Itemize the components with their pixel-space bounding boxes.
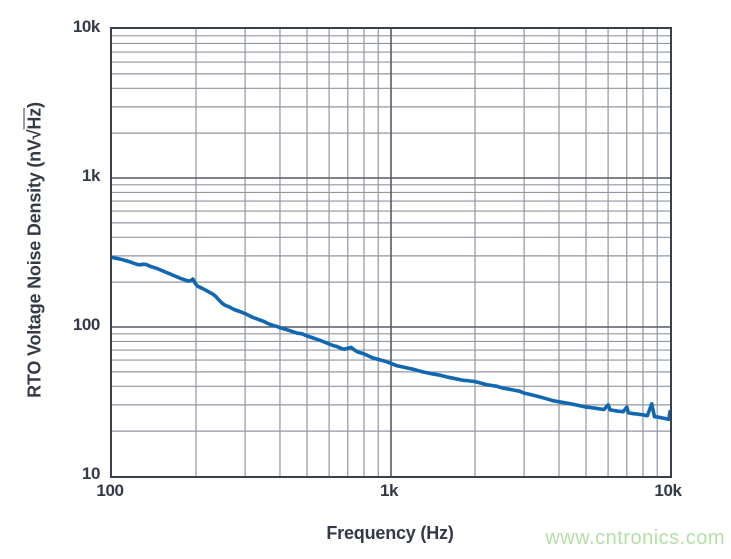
y-tick-label-100: 100 — [72, 315, 101, 334]
y-tick-label-1k: 1k — [81, 166, 101, 185]
x-axis-title: Frequency (Hz) — [326, 523, 454, 543]
y-tick-label-10k: 10k — [72, 17, 101, 36]
x-tick-label-10k: 10k — [654, 481, 682, 500]
x-tick-label-100: 100 — [96, 481, 124, 500]
noise-curve — [112, 255, 670, 422]
y-axis-title-suffix: ) — [24, 102, 45, 108]
plot-area — [110, 27, 672, 478]
chart-canvas — [112, 29, 670, 476]
sqrt-radical: √ — [24, 129, 45, 140]
sqrt-radicand: Hz — [24, 107, 45, 130]
x-tick-label-1k: 1k — [379, 481, 399, 500]
watermark-text: www.cntronics.com — [545, 527, 725, 549]
y-tick-label-10: 10 — [81, 464, 101, 483]
